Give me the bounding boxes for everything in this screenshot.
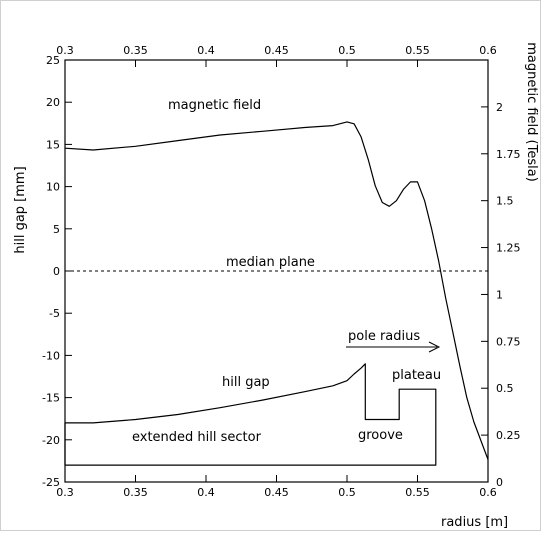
x-tick-label-bottom: 0.55 — [405, 486, 430, 499]
x-tick-label-top: 0.5 — [338, 44, 356, 57]
annotation-extended-hill-sector: extended hill sector — [132, 430, 262, 445]
annotation-groove: groove — [358, 428, 403, 443]
y-tick-label-left: -25 — [42, 476, 60, 489]
x-tick-label-bottom: 0.6 — [479, 486, 497, 499]
x-tick-label-top: 0.55 — [405, 44, 430, 57]
hill-gap-profile — [64, 363, 437, 466]
y-tick-label-right: 1 — [496, 288, 503, 301]
y-tick-label-left: 10 — [46, 181, 60, 194]
annotation-plateau: plateau — [392, 368, 441, 383]
x-tick-label-top: 0.4 — [197, 44, 215, 57]
y-tick-label-left: 0 — [53, 265, 60, 278]
x-tick-label-bottom: 0.5 — [338, 486, 356, 499]
x-tick-label-top: 0.3 — [56, 44, 74, 57]
x-tick-label-top: 0.35 — [123, 44, 148, 57]
magnetic-field-curve — [64, 121, 489, 460]
series-layer — [64, 121, 489, 466]
y-tick-label-left: -15 — [42, 392, 60, 405]
annotation-median-plane: median plane — [226, 255, 315, 270]
y-tick-label-left: -20 — [42, 434, 60, 447]
y-tick-label-left: -5 — [49, 307, 60, 320]
annotation-magnetic-field: magnetic field — [168, 98, 261, 113]
y-tick-label-right: 0.5 — [496, 382, 514, 395]
y-tick-label-right: 1.75 — [496, 148, 521, 161]
y-tick-label-right: 0.25 — [496, 429, 521, 442]
x-tick-label-bottom: 0.4 — [197, 486, 215, 499]
x-tick-label-bottom: 0.45 — [264, 486, 289, 499]
plot-frame — [64, 59, 489, 483]
y-tick-label-right: 2 — [496, 101, 503, 114]
y-tick-label-left: 5 — [53, 223, 60, 236]
y2-axis-title: magnetic field (Tesla) — [524, 42, 539, 182]
x-tick-label-top: 0.6 — [479, 44, 497, 57]
annotation-pole-radius: pole radius — [348, 329, 420, 344]
y-tick-label-left: 25 — [46, 54, 60, 67]
y-axis-title: hill gap [mm] — [13, 166, 28, 253]
y-tick-label-right: 0 — [496, 476, 503, 489]
annotation-hill-gap: hill gap — [222, 375, 270, 390]
x-tick-label-top: 0.45 — [264, 44, 289, 57]
y-tick-label-right: 1.5 — [496, 195, 514, 208]
y-tick-label-left: 15 — [46, 138, 60, 151]
y-tick-label-right: 1.25 — [496, 242, 521, 255]
x-tick-label-bottom: 0.3 — [56, 486, 74, 499]
pole-radius-arrow — [346, 341, 441, 353]
labels-layer: 0.30.30.350.350.40.40.450.450.50.50.550.… — [42, 44, 520, 499]
x-tick-label-bottom: 0.35 — [123, 486, 148, 499]
y-tick-label-left: -10 — [42, 349, 60, 362]
x-axis-title: radius [m] — [441, 515, 508, 530]
y-tick-label-left: 20 — [46, 96, 60, 109]
y-tick-label-right: 0.75 — [496, 335, 521, 348]
